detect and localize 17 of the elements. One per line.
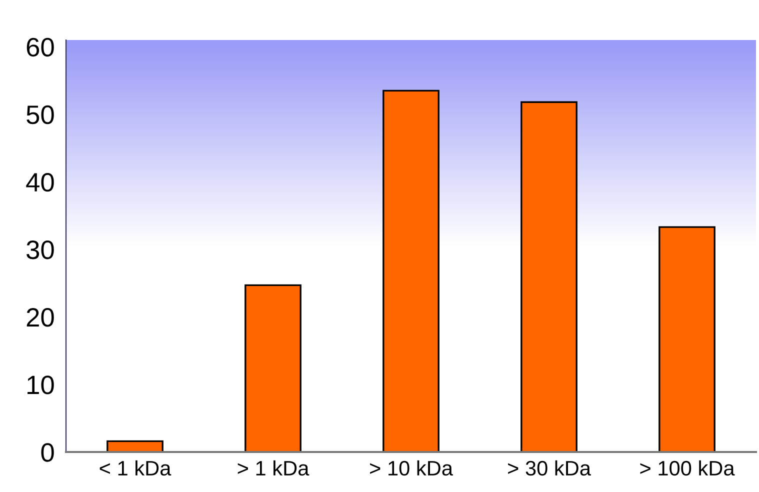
y-tick-label: 20 — [26, 308, 54, 327]
bar — [382, 90, 440, 452]
bar — [658, 226, 716, 452]
y-tick-label: 50 — [26, 105, 54, 124]
x-tick-label: > 100 kDa — [640, 460, 735, 476]
x-tick-label: > 1 kDa — [238, 460, 310, 476]
y-tick-label: 10 — [28, 376, 54, 394]
bar — [520, 101, 578, 452]
y-tick-label: 30 — [26, 240, 54, 260]
x-tick-label: < 1 kDa — [100, 460, 172, 476]
y-tick-label: 0 — [41, 443, 54, 462]
bar — [244, 284, 302, 452]
y-tick-label: 40 — [26, 172, 54, 192]
y-tick-label: 60 — [26, 38, 54, 57]
x-tick-label: > 10 kDa — [370, 460, 453, 476]
bar — [106, 440, 164, 452]
x-tick-label: > 30 kDa — [508, 460, 591, 476]
